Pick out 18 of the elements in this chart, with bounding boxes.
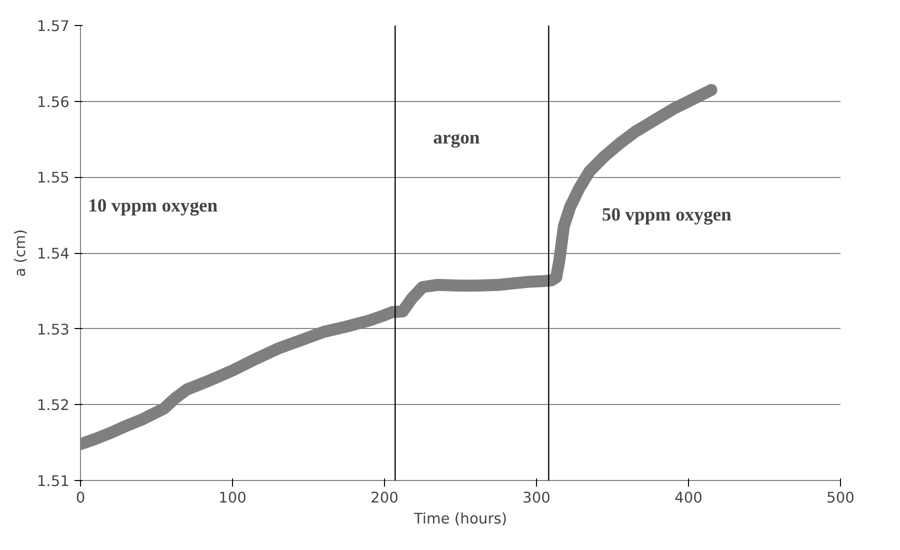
x-tick-label: 100 xyxy=(218,490,246,506)
y-tick-label: 1.56 xyxy=(36,94,70,111)
y-tick-label: 1.54 xyxy=(36,246,70,262)
annotation: argon xyxy=(433,127,480,148)
annotation: 50 vppm oxygen xyxy=(602,204,732,226)
y-tick-label: 1.53 xyxy=(36,321,70,338)
x-tick-label: 200 xyxy=(370,490,398,506)
x-tick-label: 500 xyxy=(826,490,854,506)
x-tick-label: 0 xyxy=(76,490,86,506)
y-tick-label: 1.51 xyxy=(36,473,70,490)
x-tick-label: 400 xyxy=(674,490,702,506)
annotation: 10 vppm oxygen xyxy=(88,196,218,217)
y-tick-label: 1.52 xyxy=(36,397,70,414)
x-axis-title: Time (hours) xyxy=(412,510,508,528)
y-tick-label: 1.57 xyxy=(36,18,70,35)
y-tick-label: 1.55 xyxy=(36,170,70,187)
x-tick-label: 300 xyxy=(522,490,550,506)
y-axis-title: a (cm) xyxy=(12,229,29,277)
